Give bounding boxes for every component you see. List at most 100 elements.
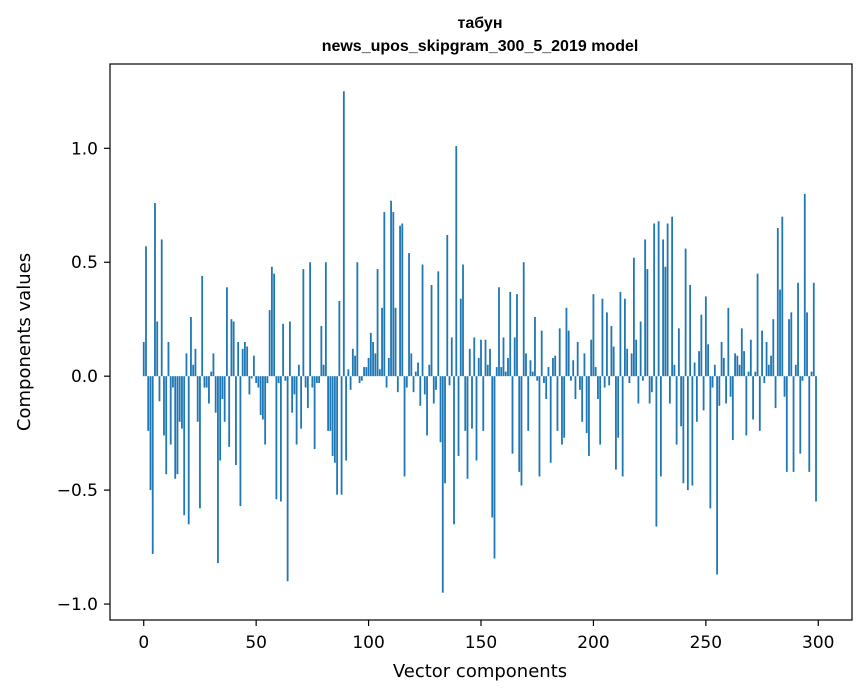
bar-component-252 xyxy=(709,376,712,509)
bar-component-119 xyxy=(410,353,413,377)
bar-component-70 xyxy=(300,376,303,429)
bar-component-83 xyxy=(329,376,332,431)
bar-component-223 xyxy=(644,239,647,377)
bar-component-33 xyxy=(217,376,219,564)
bar-component-168 xyxy=(520,376,523,486)
bar-component-286 xyxy=(785,376,788,472)
bar-component-244 xyxy=(691,376,694,486)
bar-component-9 xyxy=(163,376,165,436)
bar-component-77 xyxy=(315,376,318,384)
bar-component-219 xyxy=(635,339,638,377)
bar-component-4 xyxy=(151,376,154,554)
x-axis-ticks: 0 50 100 150 200 250 300 xyxy=(138,620,834,653)
bar-component-196 xyxy=(583,353,586,377)
bar-component-86 xyxy=(336,376,338,495)
chart-subtitle: news_upos_skipgram_300_5_2019 model xyxy=(322,38,639,55)
bar-component-176 xyxy=(538,376,541,477)
bar-component-69 xyxy=(297,364,300,377)
bar-component-227 xyxy=(653,223,656,377)
bar-component-156 xyxy=(493,376,496,559)
bar-component-195 xyxy=(581,376,584,422)
bar-component-34 xyxy=(219,376,222,461)
bar-component-191 xyxy=(572,360,575,377)
bar-component-82 xyxy=(327,376,329,431)
bar-component-269 xyxy=(747,371,750,377)
bar-component-32 xyxy=(214,376,217,413)
bar-component-234 xyxy=(668,376,671,404)
bar-component-107 xyxy=(383,212,386,377)
bar-component-121 xyxy=(414,371,417,377)
bar-component-202 xyxy=(597,376,599,399)
bar-component-231 xyxy=(662,239,665,377)
bar-component-48 xyxy=(250,376,253,379)
bar-component-233 xyxy=(666,223,669,377)
bar-component-117 xyxy=(405,376,408,388)
bar-component-144 xyxy=(466,376,469,479)
bar-component-31 xyxy=(212,353,215,377)
bar-component-273 xyxy=(756,273,759,377)
bar-component-294 xyxy=(803,193,806,377)
bar-component-50 xyxy=(255,376,258,384)
bar-component-189 xyxy=(567,330,570,377)
bar-component-85 xyxy=(333,376,336,463)
bar-component-175 xyxy=(536,376,539,381)
bar-component-46 xyxy=(246,346,249,377)
bar-component-165 xyxy=(513,337,516,377)
bar-component-207 xyxy=(608,376,611,386)
bar-component-118 xyxy=(408,253,410,377)
bar-component-282 xyxy=(776,228,779,377)
bar-component-12 xyxy=(169,376,172,445)
bar-component-38 xyxy=(228,376,231,447)
bar-component-222 xyxy=(641,376,644,381)
bar-component-270 xyxy=(749,339,752,377)
bar-component-84 xyxy=(331,376,334,456)
y-tick-label: −0.5 xyxy=(57,481,98,501)
bar-component-215 xyxy=(626,348,629,377)
bar-component-11 xyxy=(167,342,170,377)
bar-component-253 xyxy=(711,376,714,388)
bar-component-291 xyxy=(797,282,799,377)
bar-component-62 xyxy=(282,323,285,377)
bar-component-257 xyxy=(720,342,723,377)
bar-component-164 xyxy=(511,376,514,454)
bar-component-68 xyxy=(295,376,298,445)
bar-component-293 xyxy=(801,376,804,381)
bar-component-183 xyxy=(554,355,557,377)
bar-component-212 xyxy=(619,291,622,377)
bar-component-230 xyxy=(659,376,662,477)
bar-component-64 xyxy=(286,376,289,582)
bar-component-74 xyxy=(309,262,312,377)
bar-component-116 xyxy=(403,376,406,477)
bar-component-264 xyxy=(736,355,739,377)
bar-component-160 xyxy=(502,337,505,377)
bar-component-67 xyxy=(293,376,296,395)
bar-component-133 xyxy=(441,376,444,593)
x-tick-label: 250 xyxy=(690,633,722,653)
bar-component-106 xyxy=(381,307,383,377)
bar-component-102 xyxy=(372,342,374,377)
bar-component-80 xyxy=(322,364,325,377)
bar-component-298 xyxy=(812,282,815,377)
bar-component-22 xyxy=(192,364,195,377)
bar-component-2 xyxy=(147,376,150,431)
bar-component-285 xyxy=(783,376,786,397)
bar-component-103 xyxy=(374,353,377,377)
bar-component-89 xyxy=(342,91,345,377)
y-tick-label: 1.0 xyxy=(71,139,98,159)
bar-component-19 xyxy=(185,353,188,377)
bar-component-143 xyxy=(464,376,467,431)
bar-component-232 xyxy=(664,266,667,377)
bar-component-245 xyxy=(693,362,696,377)
bar-component-250 xyxy=(704,296,707,377)
bar-component-98 xyxy=(363,367,365,377)
bar-component-292 xyxy=(799,376,802,454)
bar-component-138 xyxy=(453,376,455,525)
bar-component-129 xyxy=(432,376,435,404)
bar-component-278 xyxy=(767,364,770,377)
bar-component-209 xyxy=(612,346,615,377)
bar-component-104 xyxy=(376,269,379,377)
bar-component-221 xyxy=(639,321,642,377)
bar-component-225 xyxy=(648,376,651,404)
bar-component-125 xyxy=(423,376,426,395)
y-axis-ticks: −1.0 −0.5 0.0 0.5 1.0 xyxy=(57,139,110,615)
